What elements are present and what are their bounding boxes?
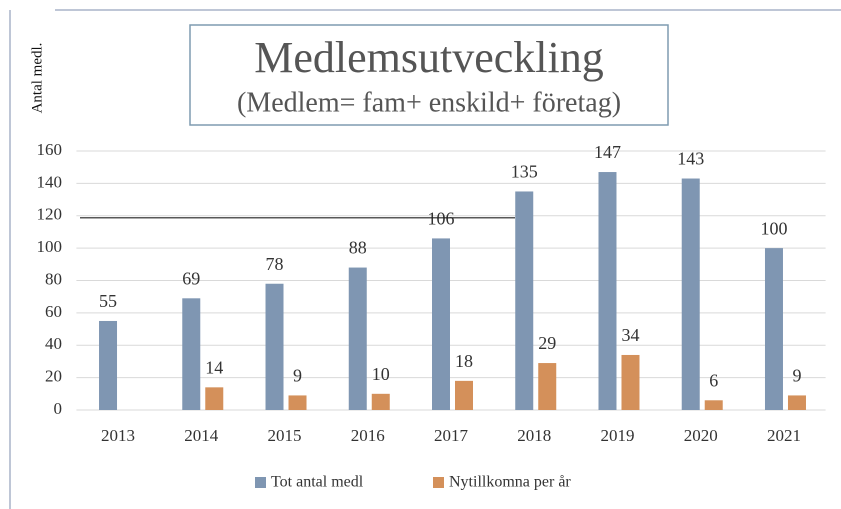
value-label: 29 — [538, 333, 556, 353]
bar — [205, 387, 224, 410]
bar — [621, 354, 640, 410]
y-axis-label: Antal medl. — [29, 43, 45, 114]
value-label: 9 — [293, 366, 302, 386]
bar — [348, 267, 367, 410]
bar — [288, 395, 307, 410]
x-tick-label: 2021 — [767, 426, 801, 445]
bar — [515, 191, 534, 410]
value-label: 100 — [760, 218, 787, 238]
y-tick-label: 20 — [45, 367, 62, 386]
bar — [182, 298, 201, 410]
x-tick-label: 2017 — [434, 426, 469, 445]
marks: 2013552014691420157892016881020171061820… — [99, 142, 806, 445]
bar — [455, 380, 473, 410]
value-label: 135 — [511, 162, 538, 182]
y-tick-label: 0 — [54, 399, 63, 418]
bar — [704, 400, 723, 410]
legend-swatch — [433, 477, 444, 488]
x-tick-label: 2014 — [184, 426, 219, 445]
bar — [371, 393, 390, 410]
x-tick-label: 2016 — [351, 426, 385, 445]
chart-subtitle: (Medlem= fam+ enskild+ företag) — [237, 87, 621, 118]
x-tick-label: 2013 — [101, 426, 135, 445]
legend-swatch — [255, 477, 266, 488]
y-tick-label: 120 — [37, 205, 63, 224]
bar — [764, 248, 783, 410]
value-label: 34 — [621, 325, 639, 345]
value-label: 106 — [428, 209, 455, 229]
y-tick-label: 160 — [37, 140, 63, 159]
x-tick-label: 2020 — [684, 426, 718, 445]
bar — [538, 363, 557, 410]
value-label: 18 — [455, 351, 473, 371]
grid: 0 20 40 60 80 100 120 140 160 — [37, 140, 826, 418]
x-tick-label: 2018 — [517, 426, 551, 445]
value-label: 147 — [594, 142, 621, 162]
x-tick-label: 2015 — [268, 426, 302, 445]
value-label: 88 — [349, 238, 367, 258]
value-label: 10 — [372, 364, 390, 384]
y-tick-label: 100 — [37, 237, 63, 256]
title-box — [189, 24, 669, 126]
y-tick-label: 140 — [37, 172, 63, 191]
bar — [432, 238, 450, 410]
y-tick-label: 60 — [45, 302, 62, 321]
legend-label: Tot antal medl — [271, 474, 364, 491]
value-label: 78 — [266, 254, 284, 274]
value-label: 14 — [205, 357, 223, 377]
y-tick-label: 40 — [45, 334, 62, 353]
bar — [598, 172, 617, 410]
value-label: 55 — [99, 291, 117, 311]
y-tick-label: 80 — [45, 269, 62, 288]
bar — [787, 395, 806, 410]
value-label: 143 — [677, 149, 704, 169]
legend-label: Nytillkomna per år — [449, 474, 571, 491]
value-label: 9 — [792, 366, 801, 386]
value-label: 6 — [709, 370, 718, 390]
bar — [265, 283, 284, 410]
x-tick-label: 2019 — [600, 426, 634, 445]
bar — [99, 320, 118, 410]
value-label: 69 — [182, 268, 200, 288]
bar — [681, 178, 700, 410]
chart-title: Medlemsutveckling — [254, 33, 604, 82]
